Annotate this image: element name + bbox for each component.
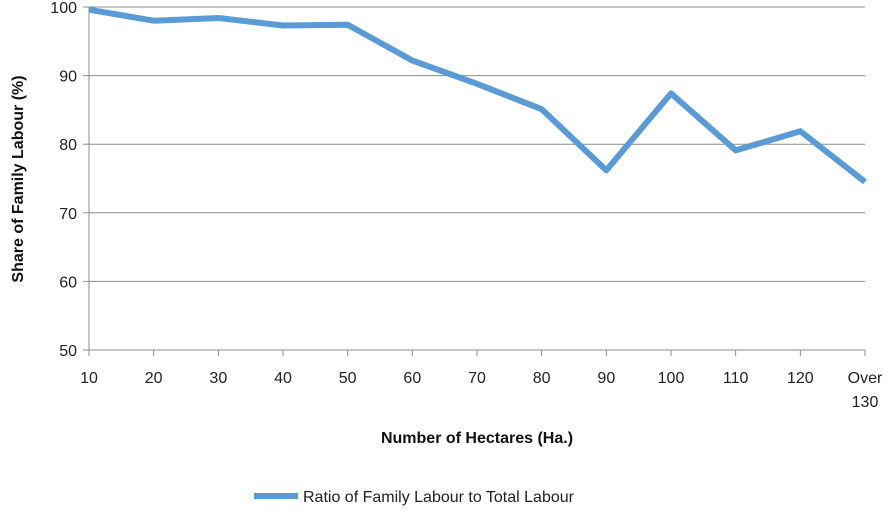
x-tick-label: 80 (533, 370, 551, 387)
y-tick-labels: 50 60 70 80 90 100 (50, 0, 77, 360)
x-tick-label: 90 (597, 370, 615, 387)
y-axis-title: Share of Family Labour (%) (10, 75, 27, 282)
x-tick-label: 20 (145, 370, 163, 387)
x-tick-label: 10 (80, 370, 98, 387)
y-tick-label: 70 (59, 206, 77, 223)
series-lines (88, 6, 867, 185)
legend-label: Ratio of Family Labour to Total Labour (303, 489, 575, 506)
y-tick-label: 80 (59, 137, 77, 154)
y-tick-label: 100 (50, 0, 77, 17)
y-tick-label: 60 (59, 274, 77, 291)
y-tick-label: 50 (59, 343, 77, 360)
x-tick-labels: 10 20 30 40 50 60 70 80 90 100 110 120 Over 130 (80, 370, 883, 411)
x-tick-label: 30 (209, 370, 227, 387)
x-tick-label: 50 (339, 370, 357, 387)
x-tick-label: 120 (787, 370, 814, 387)
x-tick-label: 100 (658, 370, 685, 387)
y-tick-label: 90 (59, 69, 77, 86)
x-tick-label: Over 130 (848, 370, 883, 411)
x-tick-label: 110 (723, 370, 749, 387)
series-line-0 (88, 6, 867, 185)
x-axis-title: Number of Hectares (Ha.) (381, 430, 573, 447)
legend: Ratio of Family Labour to Total Labour (254, 489, 575, 506)
x-tick-label: 70 (468, 370, 486, 387)
x-tick-label: 60 (403, 370, 421, 387)
x-tick-label: 40 (274, 370, 292, 387)
gridlines (83, 6, 866, 356)
